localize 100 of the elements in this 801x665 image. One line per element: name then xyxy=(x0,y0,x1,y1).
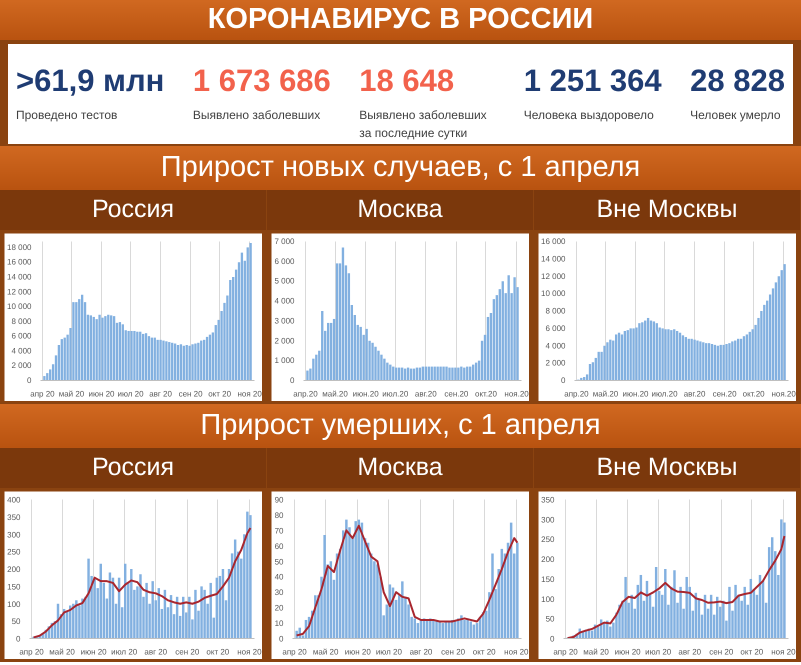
x-tick-label: апр.20 xyxy=(564,390,590,398)
y-tick-label: 3 000 xyxy=(274,316,296,326)
y-tick-label: 4 000 xyxy=(545,341,566,350)
chart-title: Москва xyxy=(267,448,533,488)
y-tick-label: 0 xyxy=(561,376,566,385)
y-tick-label: 150 xyxy=(541,574,556,584)
text: Человек умерло xyxy=(690,107,782,124)
y-tick-label: 100 xyxy=(541,594,556,604)
x-tick-label: окт 20 xyxy=(740,648,764,656)
y-tick-label: 18 000 xyxy=(7,242,32,252)
x-tick-label: апр 20 xyxy=(30,390,56,398)
x-tick-label: май 20 xyxy=(583,648,610,656)
y-tick-label: 14 000 xyxy=(541,254,566,264)
y-tick-label: 0 xyxy=(27,376,32,385)
y-tick-label: 6 000 xyxy=(545,324,566,333)
x-tick-label: окт 20 xyxy=(472,648,496,656)
x-tick-label: ноя.20 xyxy=(504,390,530,398)
x-tick-label: июл 20 xyxy=(111,648,138,656)
chart-title: Россия xyxy=(0,190,266,230)
y-tick-label: 250 xyxy=(7,548,22,557)
x-tick-label: июн 20 xyxy=(614,648,642,656)
y-tick-label: 16 000 xyxy=(541,237,566,246)
y-tick-label: 200 xyxy=(7,565,22,574)
x-tick-label: май 20 xyxy=(312,648,339,656)
y-tick-label: 8 000 xyxy=(11,316,32,326)
text: 1 251 364 xyxy=(524,63,662,98)
y-tick-label: 4 000 xyxy=(11,346,32,356)
text: >61,9 млн xyxy=(16,63,164,98)
x-tick-label: сен 20 xyxy=(178,390,204,398)
y-tick-label: 80 xyxy=(274,510,284,520)
x-tick-label: сен 20 xyxy=(175,648,200,656)
text: Выявлено заболевших xyxy=(192,107,322,124)
y-tick-label: 7 000 xyxy=(274,237,296,246)
x-tick-label: ноя 20 xyxy=(237,648,262,656)
x-tick-label: июн 20 xyxy=(88,390,116,398)
y-tick-label: 400 xyxy=(7,496,22,504)
text: КОРОНАВИРУС В РОССИИ xyxy=(0,0,801,40)
x-tick-label: ноя 20 xyxy=(238,390,262,398)
x-tick-label: авг 20 xyxy=(149,390,172,398)
x-tick-label: июл.20 xyxy=(382,390,409,398)
y-tick-label: 50 xyxy=(274,557,284,566)
x-tick-label: апр 20 xyxy=(19,648,44,656)
x-tick-label: авг 20 xyxy=(144,648,168,656)
y-tick-label: 6 000 xyxy=(11,332,32,341)
y-tick-label: 10 000 xyxy=(541,289,566,298)
y-tick-label: 20 xyxy=(274,604,284,613)
x-tick-label: ноя.20 xyxy=(772,390,796,398)
y-tick-label: 350 xyxy=(7,512,22,522)
text: Прирост новых случаев, с 1 апреля xyxy=(0,146,801,190)
text: Человека выздоровело xyxy=(524,107,655,124)
y-tick-label: 0 xyxy=(550,634,556,644)
chart-title: Вне Москвы xyxy=(534,190,800,230)
y-tick-label: 5 000 xyxy=(274,276,296,286)
x-tick-label: июн.20 xyxy=(622,390,650,398)
y-tick-label: 0 xyxy=(16,634,22,644)
x-tick-label: окт.20 xyxy=(475,390,498,398)
y-tick-label: 350 xyxy=(541,496,556,504)
chart-title: Москва xyxy=(267,190,533,230)
x-tick-label: окт 20 xyxy=(208,390,232,398)
chart-title: Россия xyxy=(0,448,266,488)
x-tick-label: май 20 xyxy=(49,648,76,656)
chart-title: Вне Москвы xyxy=(534,448,800,488)
x-tick-label: апр 20 xyxy=(282,648,308,656)
y-tick-label: 0 xyxy=(290,376,296,385)
x-tick-label: июл 20 xyxy=(376,648,402,656)
x-tick-label: сен 20 xyxy=(709,648,734,656)
y-tick-label: 0 xyxy=(279,634,284,644)
y-tick-label: 12 000 xyxy=(541,272,566,281)
y-tick-label: 14 000 xyxy=(7,272,32,282)
x-tick-label: июл 20 xyxy=(645,648,672,656)
text: 28 828 xyxy=(690,63,785,98)
y-tick-label: 16 000 xyxy=(7,258,32,267)
text: Проведено тестов xyxy=(16,107,118,124)
x-tick-label: май.20 xyxy=(322,390,348,398)
x-tick-label: май.20 xyxy=(592,390,619,398)
y-tick-label: 150 xyxy=(7,582,22,592)
x-tick-label: сен.20 xyxy=(712,390,738,398)
y-tick-label: 4 000 xyxy=(274,296,296,306)
text: Прирост умерших, с 1 апреля xyxy=(0,404,801,448)
y-tick-label: 2 000 xyxy=(274,336,296,346)
x-tick-label: июл.20 xyxy=(652,390,678,398)
x-tick-label: сен 20 xyxy=(441,648,466,656)
x-tick-label: окт 20 xyxy=(206,648,230,656)
y-tick-label: 30 xyxy=(274,588,284,598)
y-tick-label: 250 xyxy=(541,535,556,544)
y-tick-label: 100 xyxy=(7,600,22,609)
text: Выявлено заболевших за последние сутки xyxy=(359,107,488,142)
x-tick-label: июн.20 xyxy=(352,390,380,398)
x-tick-label: ноя 20 xyxy=(771,648,796,656)
x-tick-label: окт.20 xyxy=(742,390,766,398)
x-tick-label: июн 20 xyxy=(80,648,108,656)
x-tick-label: сен.20 xyxy=(444,390,469,398)
y-tick-label: 8 000 xyxy=(545,306,566,316)
y-tick-label: 90 xyxy=(274,496,284,504)
x-tick-label: авг 20 xyxy=(678,648,702,656)
y-tick-label: 10 000 xyxy=(7,302,32,312)
y-tick-label: 6 000 xyxy=(274,256,296,266)
text: 18 648 xyxy=(359,63,456,98)
x-tick-label: ноя 20 xyxy=(504,648,530,656)
y-tick-label: 60 xyxy=(274,542,284,551)
